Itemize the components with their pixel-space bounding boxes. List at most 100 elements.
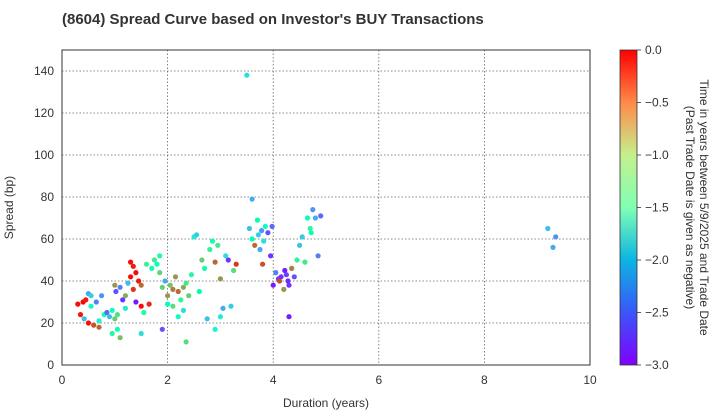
chart-title: (8604) Spread Curve based on Investor's … xyxy=(62,11,484,28)
data-point xyxy=(278,274,284,280)
data-point xyxy=(268,253,274,259)
data-point xyxy=(138,282,144,288)
data-point xyxy=(553,234,559,240)
data-point xyxy=(291,274,297,280)
x-tick-label: 10 xyxy=(583,373,597,387)
data-point xyxy=(96,318,102,324)
data-point xyxy=(302,259,308,265)
data-point xyxy=(294,257,300,263)
data-point xyxy=(88,303,94,309)
data-point xyxy=(183,280,189,286)
data-point xyxy=(109,307,115,313)
data-point xyxy=(273,270,279,276)
colorbar xyxy=(619,49,638,366)
data-point xyxy=(209,238,216,244)
y-axis-ticks: 0 20 40 60 80 100 120 140 xyxy=(34,64,54,372)
data-point xyxy=(130,263,136,269)
data-point xyxy=(99,293,105,299)
data-point xyxy=(113,288,119,295)
data-point xyxy=(285,278,291,284)
data-point xyxy=(146,301,152,307)
data-point xyxy=(262,223,268,229)
data-point xyxy=(93,299,99,305)
data-point xyxy=(259,228,265,234)
data-point xyxy=(172,274,179,280)
data-point xyxy=(83,297,89,303)
data-point xyxy=(233,261,239,267)
data-point xyxy=(180,284,186,290)
data-point xyxy=(225,257,231,263)
data-point xyxy=(217,276,223,282)
data-point xyxy=(283,272,289,278)
data-point xyxy=(545,225,551,232)
data-point xyxy=(162,278,168,284)
data-point xyxy=(194,232,200,238)
data-point xyxy=(252,242,258,248)
x-axis-ticks: 0 2 4 6 8 10 xyxy=(59,373,597,387)
data-point xyxy=(220,305,226,311)
data-point xyxy=(299,234,305,240)
data-point xyxy=(244,72,250,78)
data-point xyxy=(270,282,276,288)
data-point xyxy=(88,293,94,299)
colorbar-tick-label: −2.0 xyxy=(645,253,669,267)
data-point xyxy=(212,326,218,332)
data-point xyxy=(151,257,157,263)
data-point xyxy=(75,301,81,307)
data-point xyxy=(228,303,234,309)
colorbar-ticks: 0.0 −0.5 −1.0 −1.5 −2.0 −2.5 −3.0 xyxy=(637,43,669,372)
data-point xyxy=(170,303,176,309)
data-point xyxy=(165,301,171,307)
data-point xyxy=(281,286,287,292)
data-point xyxy=(77,312,84,318)
y-tick-label: 60 xyxy=(41,232,55,246)
y-tick-label: 20 xyxy=(41,316,55,330)
gridlines xyxy=(62,50,590,365)
data-point xyxy=(223,253,229,259)
data-point xyxy=(304,215,311,221)
data-point xyxy=(186,293,192,299)
data-point xyxy=(286,314,292,320)
x-tick-label: 0 xyxy=(59,373,66,387)
data-point xyxy=(249,236,255,242)
colorbar-tick-label: −1.5 xyxy=(645,201,669,215)
x-tick-label: 2 xyxy=(164,373,171,387)
x-tick-label: 4 xyxy=(270,373,277,387)
y-tick-label: 0 xyxy=(47,358,54,372)
data-point xyxy=(257,246,263,253)
data-point xyxy=(289,265,295,271)
data-point xyxy=(282,267,288,274)
data-point xyxy=(265,230,271,236)
data-point xyxy=(112,282,118,288)
data-point xyxy=(143,261,150,267)
data-point xyxy=(96,324,102,330)
data-points xyxy=(75,72,559,345)
data-point xyxy=(217,314,223,320)
data-point xyxy=(128,259,134,265)
data-point xyxy=(255,232,261,238)
x-tick-label: 8 xyxy=(481,373,488,387)
data-point xyxy=(260,261,266,267)
data-point xyxy=(276,278,283,284)
y-tick-label: 140 xyxy=(34,64,54,78)
data-point xyxy=(122,293,128,299)
data-point xyxy=(136,278,142,284)
data-point xyxy=(130,286,136,292)
data-point xyxy=(188,272,194,278)
data-point xyxy=(141,309,147,316)
data-point xyxy=(138,303,144,309)
colorbar-label-line2: (Past Trade Date is given as negative) xyxy=(683,106,697,309)
data-point xyxy=(109,330,115,337)
data-point xyxy=(207,246,213,253)
data-point xyxy=(231,267,237,274)
data-point xyxy=(297,242,303,248)
data-point xyxy=(128,274,134,280)
data-point xyxy=(307,225,313,232)
y-axis-label: Spread (bp) xyxy=(2,176,16,239)
data-point xyxy=(112,316,118,322)
data-point xyxy=(157,270,163,276)
data-point xyxy=(81,316,87,322)
data-point xyxy=(91,322,97,328)
data-point xyxy=(204,316,210,322)
